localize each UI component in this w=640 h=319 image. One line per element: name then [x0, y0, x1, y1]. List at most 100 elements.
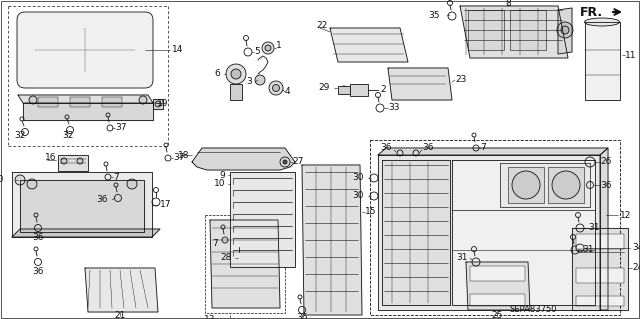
Bar	[370, 140, 620, 315]
Polygon shape	[558, 8, 572, 54]
Polygon shape	[452, 160, 595, 305]
Text: 22: 22	[316, 21, 327, 31]
Bar	[468, 10, 504, 50]
Text: 11: 11	[625, 50, 637, 60]
Bar	[205, 215, 285, 313]
Bar	[576, 234, 624, 249]
Polygon shape	[12, 172, 152, 237]
Polygon shape	[378, 155, 600, 310]
Text: 36: 36	[422, 144, 433, 152]
Polygon shape	[85, 268, 158, 312]
Text: 31: 31	[582, 246, 593, 255]
Text: FR.: FR.	[580, 5, 603, 19]
Text: 36: 36	[97, 196, 108, 204]
Polygon shape	[382, 160, 450, 305]
Bar	[230, 84, 242, 100]
Polygon shape	[153, 99, 163, 109]
Polygon shape	[20, 180, 144, 232]
Bar	[102, 97, 122, 107]
Circle shape	[512, 171, 540, 199]
Circle shape	[15, 175, 25, 185]
Text: 23: 23	[455, 76, 467, 85]
Text: 26: 26	[600, 158, 611, 167]
Polygon shape	[302, 165, 362, 315]
Bar	[230, 172, 295, 267]
Text: 21: 21	[115, 311, 125, 319]
Text: 35: 35	[429, 11, 440, 19]
Text: 10: 10	[214, 180, 225, 189]
Text: 16: 16	[45, 153, 56, 162]
Text: 1: 1	[276, 41, 282, 50]
Text: 31: 31	[456, 254, 468, 263]
Polygon shape	[572, 228, 628, 310]
Bar	[338, 86, 350, 94]
Circle shape	[226, 64, 246, 84]
Text: 36: 36	[32, 234, 44, 242]
Text: 32: 32	[62, 131, 74, 140]
Text: 33: 33	[388, 103, 399, 113]
Circle shape	[262, 42, 274, 54]
Text: 32: 32	[14, 130, 26, 139]
Text: 37: 37	[173, 153, 184, 162]
Polygon shape	[210, 220, 280, 308]
Circle shape	[561, 26, 569, 34]
Text: 8: 8	[505, 0, 511, 9]
Text: 5: 5	[254, 48, 260, 56]
Bar	[548, 167, 584, 203]
Text: 3: 3	[246, 78, 252, 86]
Text: 13: 13	[204, 315, 216, 319]
Polygon shape	[460, 6, 568, 58]
Text: 31: 31	[588, 224, 600, 233]
Polygon shape	[330, 28, 408, 62]
Text: 30: 30	[353, 191, 364, 201]
Circle shape	[155, 101, 161, 107]
Bar	[350, 84, 368, 96]
Text: 7: 7	[212, 239, 218, 248]
Text: 6: 6	[214, 70, 220, 78]
Bar	[500, 163, 590, 207]
Text: 29: 29	[319, 84, 330, 93]
Circle shape	[273, 85, 280, 92]
Text: 7: 7	[480, 144, 486, 152]
Text: 2: 2	[380, 85, 386, 94]
Circle shape	[255, 75, 265, 85]
Circle shape	[127, 179, 137, 189]
Polygon shape	[388, 68, 452, 100]
Text: 25: 25	[492, 311, 502, 319]
Text: 24: 24	[632, 263, 640, 272]
Polygon shape	[192, 148, 295, 170]
Bar	[576, 268, 624, 283]
Bar	[58, 155, 88, 171]
Circle shape	[231, 69, 241, 79]
Text: 34: 34	[632, 243, 640, 253]
Bar	[508, 167, 544, 203]
Polygon shape	[12, 229, 160, 237]
Circle shape	[265, 45, 271, 51]
Circle shape	[283, 160, 287, 164]
Text: 27: 27	[292, 158, 303, 167]
Text: 18: 18	[178, 151, 189, 160]
Ellipse shape	[584, 18, 620, 26]
Text: 7: 7	[113, 173, 119, 182]
Polygon shape	[378, 148, 608, 155]
Polygon shape	[600, 148, 608, 310]
Text: 36: 36	[32, 268, 44, 277]
Text: 4: 4	[285, 87, 291, 97]
Bar	[576, 296, 624, 306]
Polygon shape	[585, 22, 620, 100]
Bar	[510, 10, 546, 50]
Bar	[470, 294, 525, 306]
Text: 36: 36	[381, 144, 392, 152]
Bar	[70, 97, 90, 107]
Circle shape	[27, 179, 37, 189]
Text: 30: 30	[353, 174, 364, 182]
Circle shape	[552, 171, 580, 199]
Bar	[38, 97, 58, 107]
FancyBboxPatch shape	[17, 12, 153, 88]
Circle shape	[77, 158, 83, 164]
Text: 36: 36	[600, 181, 611, 189]
Polygon shape	[466, 262, 530, 310]
Circle shape	[557, 22, 573, 38]
Bar	[470, 266, 525, 281]
Text: 14: 14	[172, 46, 184, 55]
